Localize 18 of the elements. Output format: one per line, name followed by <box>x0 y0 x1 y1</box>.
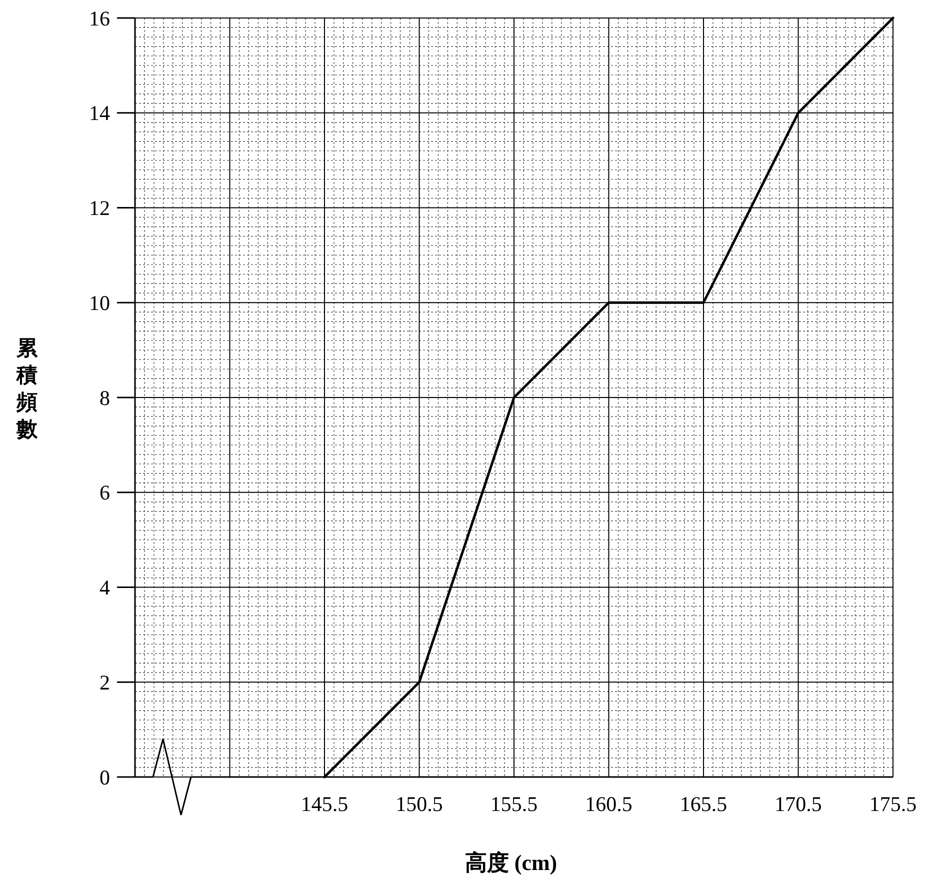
y-tick-label: 0 <box>100 765 110 790</box>
y-tick-label: 14 <box>89 101 110 126</box>
y-tick-label: 8 <box>100 386 110 410</box>
y-tick-label: 6 <box>100 480 110 505</box>
x-tick-label: 170.5 <box>774 792 822 816</box>
x-axis-title: 高度 (cm) <box>464 850 558 875</box>
y-tick-label: 10 <box>89 290 110 315</box>
x-tick-label: 145.5 <box>300 792 348 816</box>
y-axis-title: 累積頻數 <box>16 336 38 441</box>
x-tick-label: 150.5 <box>396 792 443 816</box>
x-tick-label: 155.5 <box>490 792 538 816</box>
y-tick-label: 12 <box>89 196 110 220</box>
x-tick-label: 160.5 <box>585 792 632 816</box>
y-tick-label: 16 <box>89 6 110 30</box>
y-tick-label: 4 <box>100 576 110 600</box>
x-tick-label: 165.5 <box>680 792 728 816</box>
x-tick-label: 175.5 <box>869 792 917 816</box>
y-tick-label: 2 <box>100 670 110 694</box>
